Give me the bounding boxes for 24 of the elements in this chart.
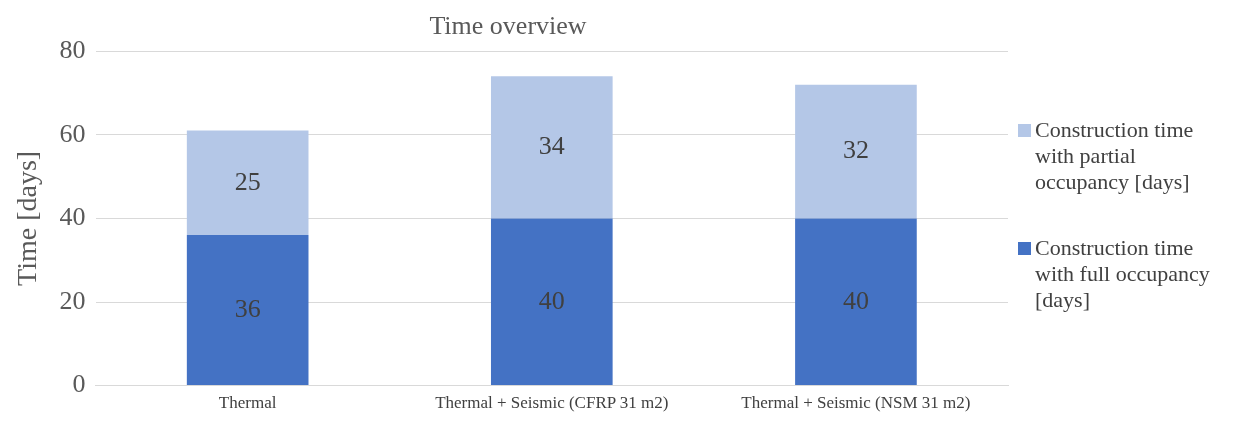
- bar: [795, 218, 917, 386]
- data-label: 32: [842, 135, 869, 165]
- y-tick-label: 0: [72, 369, 86, 399]
- bar: [186, 130, 309, 236]
- x-tick-label: Thermal + Seismic (NSM 31 m2): [741, 393, 971, 413]
- bar: [490, 218, 613, 386]
- x-tick-label: Thermal + Seismic (CFRP 31 m2): [435, 393, 669, 413]
- legend-label: Construction time with partial occupancy [days]: [1035, 117, 1195, 195]
- y-tick-label: 40: [59, 202, 86, 232]
- bar: [186, 235, 309, 386]
- legend-label: Construction time with full occupancy [days]: [1035, 235, 1211, 313]
- y-tick-label: 20: [59, 285, 86, 315]
- data-label: 36: [234, 293, 261, 323]
- y-tick-label: 60: [59, 118, 86, 148]
- x-tick-label: Thermal: [218, 393, 277, 413]
- y-axis-title: Time [days]: [11, 150, 43, 286]
- bar: [490, 76, 613, 219]
- y-tick-label: 80: [59, 35, 86, 65]
- bar: [795, 84, 917, 219]
- data-label: 25: [234, 166, 261, 196]
- data-label: 34: [538, 131, 565, 161]
- data-label: 40: [538, 285, 565, 315]
- chart-title: Time overview: [429, 11, 587, 41]
- data-label: 40: [842, 285, 869, 315]
